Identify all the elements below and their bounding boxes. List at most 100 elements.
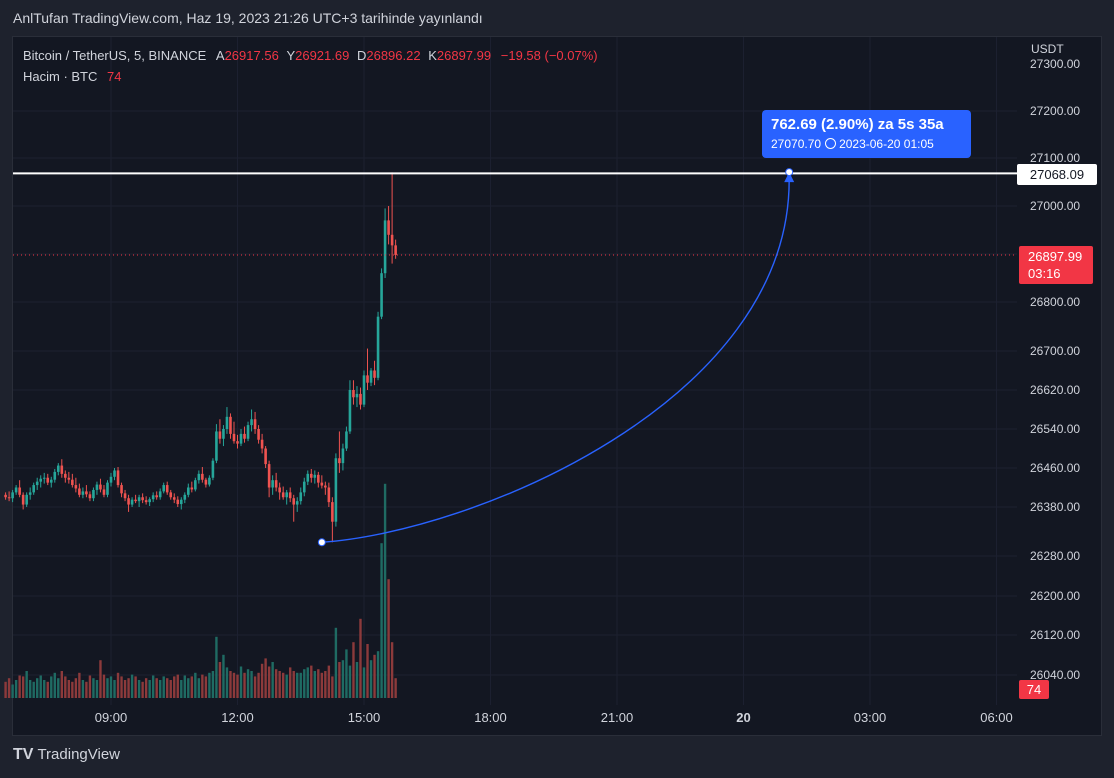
candle-body [60,465,64,474]
volume-bar [194,672,197,698]
volume-bar [218,662,222,698]
price-tick-label: 26800.00 [1030,295,1080,309]
candle-body [109,476,113,483]
candle-body [250,419,253,426]
candle-body [169,492,173,498]
candle-body [309,473,313,478]
candle-body [271,480,274,488]
candle-body [102,489,106,495]
bar-countdown: 03:16 [1028,266,1061,281]
candle-body [35,481,39,486]
volume-bar [243,672,246,698]
candle-body [257,429,260,440]
candle-body [56,465,60,472]
candle-body [7,497,11,499]
candle-body [295,501,299,505]
candle-body [53,471,57,480]
volume-bar [180,680,183,698]
volume-bar [92,678,95,698]
volume-bar [53,672,56,698]
volume-bar [88,675,92,698]
volume-bar [338,662,341,698]
volume-label[interactable]: Hacim · BTC [23,69,98,84]
candle-body [383,220,387,274]
footer-brand[interactable]: TV TradingView [13,746,120,764]
volume-bar [158,680,162,698]
candle-body [46,477,50,483]
volume-bar [187,678,190,698]
volume-bar [21,676,25,698]
volume-bar [106,678,109,698]
candle-body [313,474,317,478]
volume-bar [151,675,155,698]
candle-body [246,425,250,439]
volume-bar [278,671,281,698]
candle-body [327,487,331,503]
price-tick-label: 26700.00 [1030,344,1080,358]
candle-body [194,480,197,490]
volume-bar [289,667,292,698]
volume-bar [4,681,7,698]
candle-body [28,492,32,495]
volume-bar [299,672,302,698]
price-tick-label: 27000.00 [1030,199,1080,213]
candle-body [113,470,116,477]
volume-bar [345,649,348,698]
time-tick-label: 06:00 [980,710,1013,725]
volume-bar [211,671,215,698]
volume-bar [369,660,373,698]
volume-bar [120,676,123,698]
candle-body [141,497,144,501]
candle-body [106,482,109,495]
candle-body [317,474,320,483]
projection-arc[interactable] [321,180,790,543]
volume-bar [43,680,46,698]
candle-body [49,479,53,483]
time-tick-label: 20 [736,710,750,725]
candle-body [88,494,92,499]
volume-bar [204,676,208,698]
candle-body [355,393,359,398]
candle-body [144,500,148,503]
candle-body [302,481,306,493]
volume-bar [362,667,366,698]
volume-bar [130,674,134,698]
candle-body [369,370,373,383]
volume-bar [176,674,179,698]
candle-body [274,480,278,488]
volume-bar [306,667,309,698]
candle-body [179,499,183,505]
price-tick-label: 26460.00 [1030,461,1080,475]
horizontal-line-price-tag: 27068.09 [1017,164,1097,185]
volume-bar [327,665,331,698]
candles [4,172,397,543]
currency-label[interactable]: USDT [1031,42,1064,56]
clock-icon [825,138,837,149]
volume-bar [246,669,250,698]
candle-body [299,492,303,502]
volume-bar [18,675,21,698]
volume-bar [331,676,334,698]
time-tick-label: 15:00 [348,710,381,725]
candle-body [380,273,383,317]
projection-callout[interactable]: 762.69 (2.90%) za 5s 35a 27070.70 2023-06… [762,110,971,158]
candle-body [334,458,338,522]
volume-bar [11,684,14,698]
candle-body [74,485,78,489]
projection-end-handle[interactable] [785,168,794,177]
candle-body [211,460,215,478]
volume-bar [99,660,102,698]
candle-body [148,499,151,503]
candle-body [204,479,208,485]
projection-start-handle[interactable] [317,538,326,547]
candle-body [208,477,211,485]
candle-body [281,492,285,498]
volume-bar [50,676,53,698]
volume-bar [85,681,88,698]
candle-body [25,494,28,505]
candle-body [134,499,137,502]
symbol-title[interactable]: Bitcoin / TetherUS, 5, BINANCE [23,48,207,63]
candle-body [338,458,341,464]
volume-bar [387,579,390,698]
